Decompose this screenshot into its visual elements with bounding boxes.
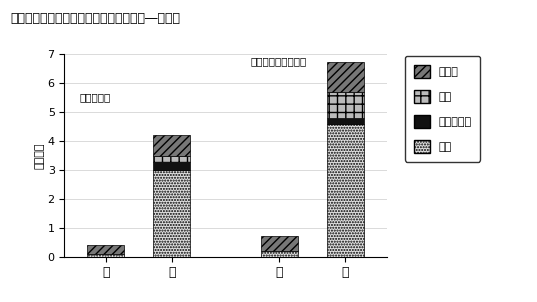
Bar [153, 135, 191, 156]
Bar [153, 170, 191, 257]
Text: 図３－６　共働きか否か別家事関連時間―週全体: 図３－６ 共働きか否か別家事関連時間―週全体 [11, 12, 181, 25]
Text: 夫が有業で妻が無業: 夫が有業で妻が無業 [250, 56, 307, 66]
Text: 共働き世帯: 共働き世帯 [79, 92, 111, 102]
Bar [153, 156, 191, 162]
Bar [326, 118, 364, 124]
Legend: 買い物, 育児, 介護・看護, 家事: 買い物, 育児, 介護・看護, 家事 [405, 56, 481, 162]
Y-axis label: （時間）: （時間） [35, 142, 45, 169]
Bar [260, 236, 298, 251]
Bar [326, 124, 364, 257]
Bar [326, 62, 364, 92]
Bar [326, 92, 364, 118]
Bar [153, 162, 191, 170]
Bar [260, 251, 298, 257]
Bar [87, 254, 125, 257]
Bar [87, 245, 125, 254]
